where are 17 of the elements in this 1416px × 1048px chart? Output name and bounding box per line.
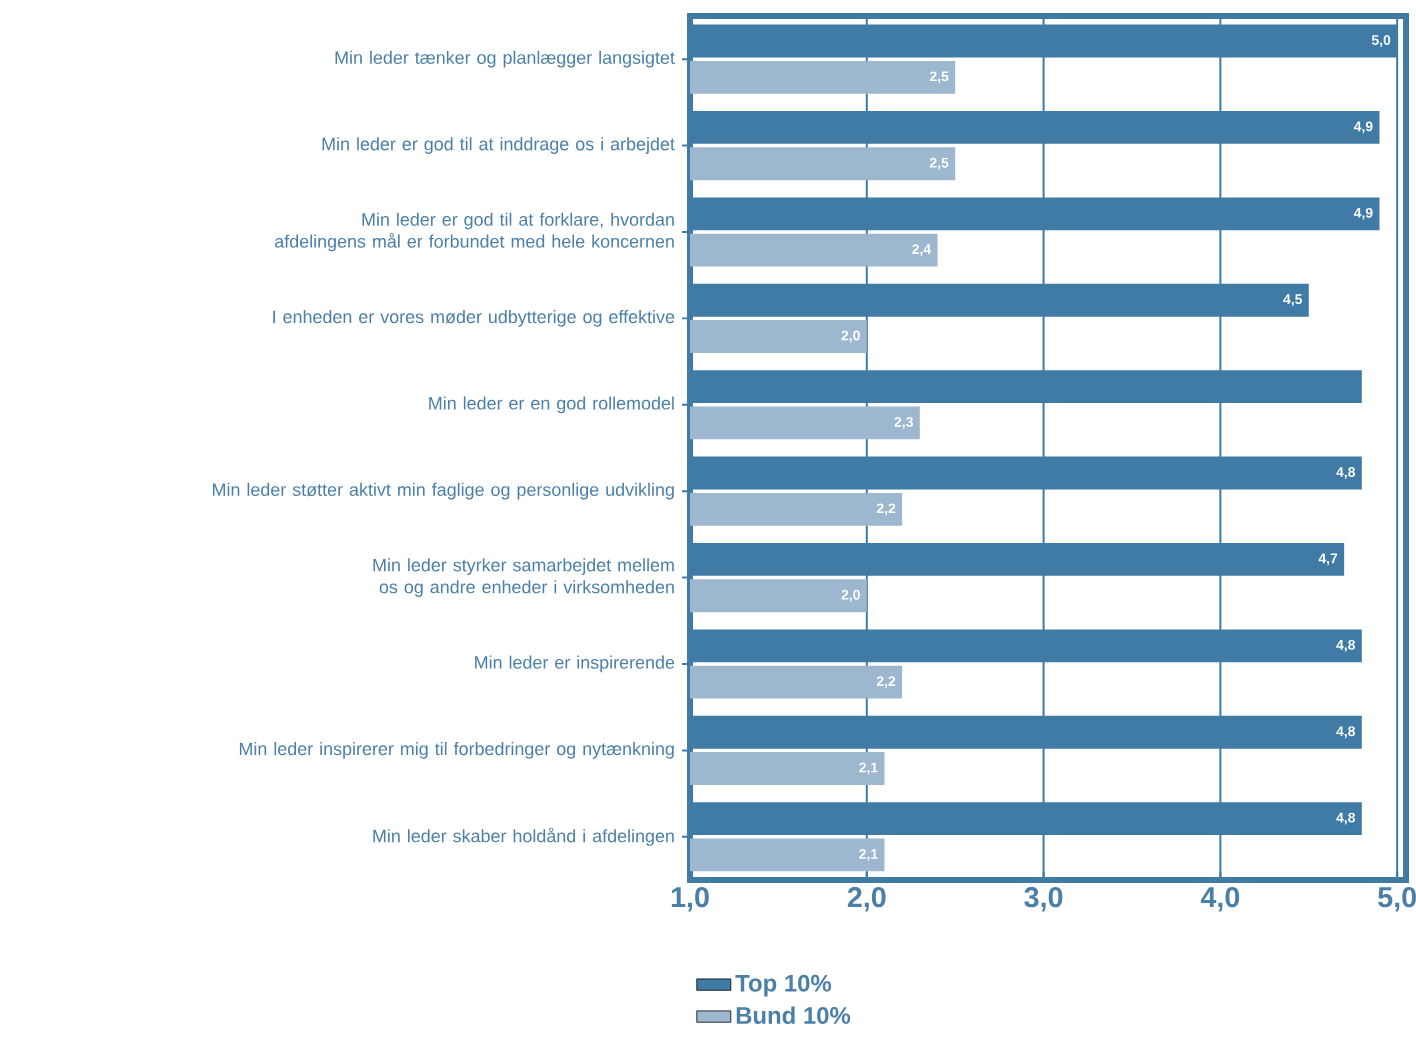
y-tick-label: Min leder støtter aktivt min faglige og personlige udvikling xyxy=(213,482,674,500)
y-tick-label: Min leder er god til at inddrage os i arbejdet xyxy=(322,137,675,154)
legend-label: Bund 10% xyxy=(736,1006,851,1024)
legend-label: Top 10% xyxy=(735,974,832,997)
x-tick-label: 3,0 xyxy=(1024,887,1063,912)
y-tick-label: Min leder styrker samarbejdet mellem os og andre enheder i virksomheden xyxy=(373,558,674,597)
x-tick-label: 4,0 xyxy=(1200,887,1240,912)
y-tick-label: Min leder er inspirerende xyxy=(475,655,675,673)
x-tick-label: 5,0 xyxy=(1378,887,1416,912)
y-tick-label: Min leder skaber holdånd i afdelingen xyxy=(373,827,674,846)
y-tick-label: Min leder tænker og planlægger langsigtet xyxy=(335,50,675,68)
x-tick-label: 2,0 xyxy=(847,887,886,912)
y-tick-label: I enheden er vores møder udbytterige og effektive xyxy=(273,310,675,327)
x-tick-label: 1,0 xyxy=(671,887,709,912)
y-tick-label: Min leder er en god rollemodel xyxy=(429,396,674,414)
y-tick-label: Min leder er god til at forklare, hvordan afdelingens mål er forbundet med hele koncernen xyxy=(275,212,674,252)
y-tick-label: Min leder inspirerer mig til forbedringer og nytænkning xyxy=(239,742,674,759)
